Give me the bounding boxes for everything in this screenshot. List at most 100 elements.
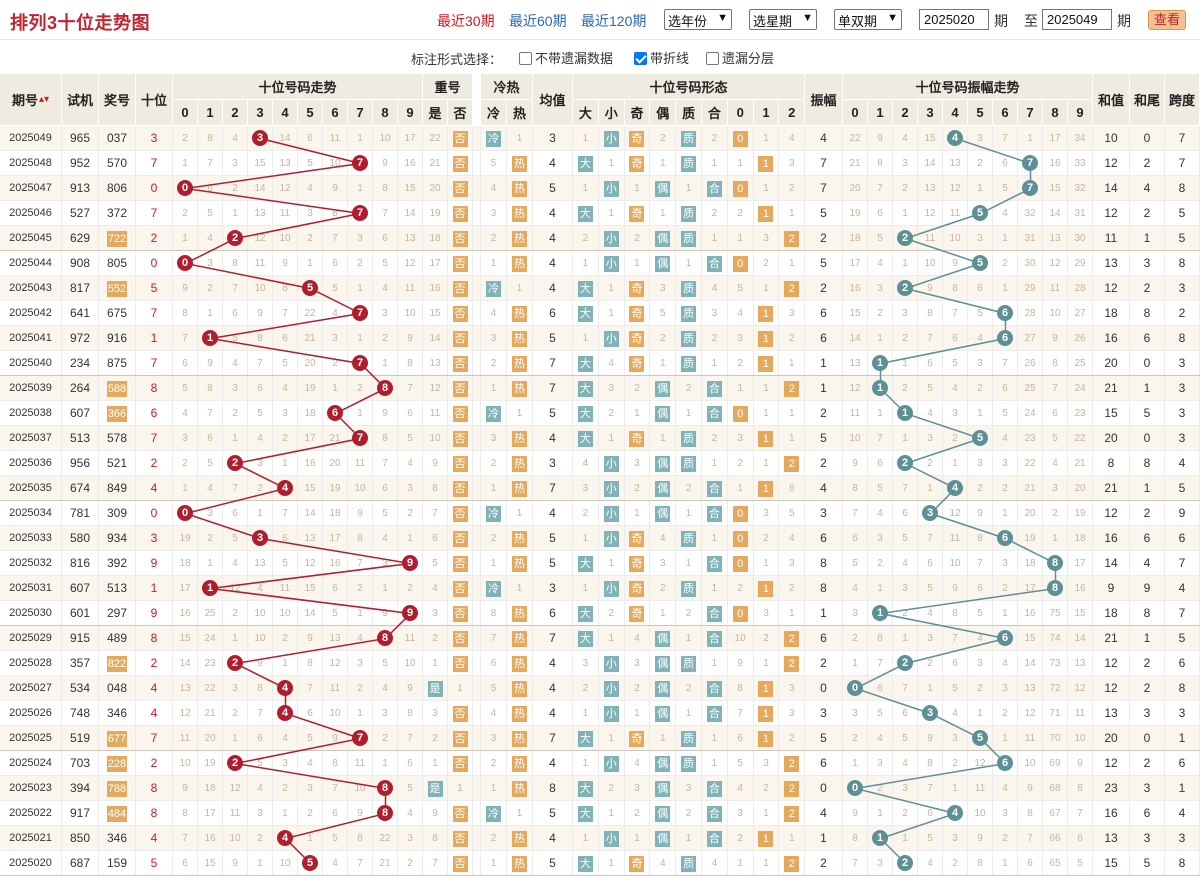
trend-miss-cell: 9 — [173, 776, 198, 801]
sumtail-cell: 2 — [1130, 676, 1165, 701]
amp-miss-cell: 4 — [993, 651, 1018, 676]
trend-miss-cell: 2 — [398, 576, 423, 601]
form-miss-cell: 1 — [650, 201, 677, 226]
span-cell: 5 — [1165, 201, 1200, 226]
period-120-link[interactable]: 最近120期 — [581, 13, 647, 29]
form-cell: 偶 — [650, 801, 677, 826]
trend-ball: 4 — [277, 480, 293, 496]
prize-cell-tag: 822 — [106, 656, 128, 672]
amp-miss-cell: 21 — [843, 151, 868, 176]
hot-cell-tag: 热 — [512, 306, 527, 322]
col-amp-trend-text: 十位号码振幅走势 — [915, 80, 1020, 95]
avg-cell: 8 — [533, 776, 573, 801]
trend-miss-cell: 7 — [373, 201, 398, 226]
amp-miss-cell: 6 — [918, 351, 943, 376]
amp-miss-cell: 18 — [1018, 551, 1043, 576]
gap-cell — [473, 351, 481, 376]
amp-ball: 8 — [1047, 555, 1063, 571]
missing-layer-checkbox[interactable]: 遗漏分层 — [706, 48, 774, 67]
form-cell-tag: 合 — [706, 506, 722, 522]
sum-cell: 16 — [1093, 526, 1130, 551]
form-cell: 奇 — [624, 601, 651, 626]
road-cell: 0 — [727, 551, 754, 576]
amp-ball: 2 — [897, 280, 913, 296]
col-hotcold: 冷热 — [481, 74, 533, 100]
form-cell: 大 — [573, 601, 599, 626]
trend-miss-cell: 10 — [173, 751, 198, 776]
road-cell: 2 — [779, 451, 806, 476]
parity-select[interactable]: 单双期 ▼ — [834, 9, 902, 30]
col-issue[interactable]: 期号 ▴▾ — [0, 74, 62, 126]
trend-miss-cell: 19 — [298, 376, 323, 401]
trend-miss-cell: 15 — [248, 151, 273, 176]
trend-miss-cell: 1 — [223, 626, 248, 651]
from-issue-input[interactable]: 2025020 — [919, 9, 989, 30]
span-cell: 5 — [1165, 476, 1200, 501]
tens-cell: 9 — [136, 551, 173, 576]
form-miss-cell: 1 — [650, 151, 677, 176]
repeat-miss-cell: 18 — [423, 226, 448, 251]
hot-cell-tag: 热 — [512, 231, 527, 247]
form-cell-tag: 质 — [681, 756, 697, 772]
trend-miss-cell: 5 — [323, 826, 348, 851]
span-cell: 4 — [1165, 451, 1200, 476]
trial-cell: 534 — [62, 676, 99, 701]
road-cell-tag: 2 — [784, 281, 800, 297]
trend-miss-cell: 8 — [323, 751, 348, 776]
sumtail-cell: 5 — [1130, 401, 1165, 426]
repeat-miss-cell: 7 — [423, 851, 448, 876]
amp-miss-cell: 12 — [1043, 251, 1068, 276]
repeat-miss-cell: 14 — [423, 326, 448, 351]
trend-miss-cell: 9 — [198, 351, 223, 376]
form-miss-cell: 3 — [650, 276, 677, 301]
form-cell: 小 — [598, 501, 625, 526]
hotcold-miss-cell: 1 — [481, 851, 507, 876]
repeat-cell: 否 — [448, 751, 473, 776]
repeat-miss-cell: 15 — [423, 301, 448, 326]
road-cell: 1 — [753, 201, 780, 226]
checkbox-box-checked[interactable] — [634, 52, 647, 65]
trend-miss-cell: 18 — [198, 776, 223, 801]
sumtail-cell: 8 — [1130, 601, 1165, 626]
trend-miss-cell: 17 — [398, 126, 423, 151]
polyline-checkbox[interactable]: 带折线 — [634, 48, 689, 67]
form-cell-tag: 奇 — [629, 431, 645, 447]
period-60-link[interactable]: 最近60期 — [509, 13, 567, 29]
view-button[interactable]: 查看 — [1148, 10, 1186, 30]
hotcold-miss-cell: 2 — [481, 451, 507, 476]
amp-cell: 6 — [805, 526, 843, 551]
trend-miss-cell: 6 — [223, 301, 248, 326]
amp-miss-cell: 4 — [918, 601, 943, 626]
year-select[interactable]: 选年份 ▼ — [664, 9, 732, 30]
trend-miss-cell: 4 — [348, 626, 373, 651]
no-missing-checkbox[interactable]: 不带遗漏数据 — [519, 48, 613, 67]
to-issue-input[interactable]: 2025049 — [1042, 9, 1112, 30]
repeat-miss-cell: 5 — [423, 551, 448, 576]
repeat-cell-tag: 否 — [452, 206, 468, 222]
sum-cell: 12 — [1093, 651, 1130, 676]
week-select[interactable]: 选星期 ▼ — [749, 9, 817, 30]
form-cell-tag: 小 — [603, 231, 619, 247]
trend-ball: 3 — [252, 530, 268, 546]
amp-miss-cell: 6 — [843, 526, 868, 551]
road-cell-tag: 1 — [758, 156, 774, 172]
checkbox-box[interactable] — [706, 52, 719, 65]
repeat-yes-head: 是 — [423, 100, 448, 126]
amp-miss-cell: 19 — [843, 201, 868, 226]
form-cell-tag: 大 — [577, 156, 593, 172]
amp-miss-cell: 1 — [993, 851, 1018, 876]
week-select-value: 选星期 — [753, 14, 793, 29]
checkbox-box[interactable] — [519, 52, 532, 65]
amp-miss-cell: 17 — [843, 251, 868, 276]
sum-cell: 20 — [1093, 726, 1130, 751]
col-hotcold-text: 冷热 — [493, 80, 520, 95]
period-30-link[interactable]: 最近30期 — [437, 13, 495, 29]
form-miss-cell: 2 — [779, 576, 806, 601]
repeat-cell: 否 — [448, 151, 473, 176]
trend-miss-cell: 2 — [248, 826, 273, 851]
amp-miss-cell: 24 — [1018, 401, 1043, 426]
sort-icon[interactable]: ▴▾ — [38, 94, 50, 105]
repeat-cell: 否 — [448, 301, 473, 326]
trend-miss-cell: 22 — [373, 826, 398, 851]
amp-miss-cell: 5 — [968, 301, 993, 326]
